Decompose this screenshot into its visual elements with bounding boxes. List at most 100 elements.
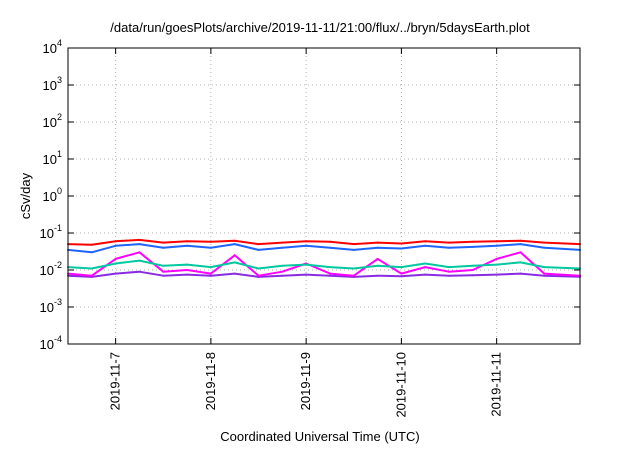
series-point xyxy=(495,263,498,266)
series-point xyxy=(400,266,403,269)
x-tick-label: 2019-11-11 xyxy=(489,352,504,417)
series-point xyxy=(138,270,141,273)
series-point xyxy=(138,238,141,241)
series-point xyxy=(114,272,117,275)
series-point xyxy=(448,246,450,249)
series-point xyxy=(376,241,379,244)
series-point xyxy=(162,270,165,273)
series-point xyxy=(90,274,93,277)
series-line-1 xyxy=(67,238,581,246)
series-point xyxy=(495,257,498,260)
series-point xyxy=(114,244,117,247)
y-tick-label: 10-2 xyxy=(40,260,62,278)
x-axis-label: Coordinated Universal Time (UTC) xyxy=(220,429,420,444)
series-point xyxy=(543,274,546,277)
series-point xyxy=(209,266,212,269)
series-point xyxy=(233,239,236,242)
series-point xyxy=(543,266,546,269)
series-point xyxy=(400,275,403,278)
series-point xyxy=(257,274,260,277)
series-point xyxy=(257,243,260,246)
series-point xyxy=(162,264,165,267)
series-point xyxy=(400,247,403,250)
series-point xyxy=(519,261,522,264)
series-point xyxy=(305,244,308,247)
series-point xyxy=(233,272,236,275)
series-point xyxy=(305,240,308,243)
series-point xyxy=(90,243,93,246)
series-line-2 xyxy=(67,243,581,254)
series-point xyxy=(329,240,331,243)
series-point xyxy=(209,240,212,243)
y-tick-label: 101 xyxy=(43,149,62,167)
x-tick-label: 2019-11-7 xyxy=(108,352,123,410)
series-point xyxy=(90,267,93,270)
series-point xyxy=(186,263,189,266)
y-tick-label: 10-1 xyxy=(40,223,62,241)
series-point xyxy=(448,241,450,244)
series-point xyxy=(162,246,165,249)
series-point xyxy=(233,261,236,264)
series-point xyxy=(400,242,403,245)
series-point xyxy=(448,274,450,277)
series-point xyxy=(209,274,212,277)
x-tick-label: 2019-11-10 xyxy=(393,352,408,418)
chart-title: /data/run/goesPlots/archive/2019-11-11/2… xyxy=(110,20,530,35)
series-line-5 xyxy=(67,270,581,278)
series-point xyxy=(519,272,522,275)
series-point xyxy=(329,266,331,269)
series-point xyxy=(329,272,331,275)
series-point xyxy=(90,251,93,254)
y-tick-label: 104 xyxy=(43,38,62,56)
series-point xyxy=(281,274,284,277)
series-point xyxy=(376,274,379,277)
series-point xyxy=(424,273,427,276)
series-point xyxy=(424,266,427,269)
series-point xyxy=(519,243,522,246)
series-point xyxy=(519,239,522,242)
series-point xyxy=(471,245,474,248)
series-point xyxy=(471,274,474,277)
series-point xyxy=(138,251,141,254)
series-point xyxy=(281,246,284,249)
series-point xyxy=(376,246,379,249)
series-point xyxy=(352,243,355,246)
series-point xyxy=(543,272,546,275)
series-point xyxy=(209,246,212,249)
series-point xyxy=(352,267,355,270)
series-point xyxy=(376,257,379,260)
series-point xyxy=(186,269,189,271)
series-point xyxy=(400,272,403,275)
series-point xyxy=(233,254,236,257)
y-tick-label: 100 xyxy=(43,186,62,204)
series-layer xyxy=(67,238,581,278)
series-point xyxy=(114,240,117,243)
series-point xyxy=(471,264,474,267)
series-point xyxy=(519,251,522,254)
series-line-3 xyxy=(67,259,581,270)
series-point xyxy=(138,259,141,262)
series-point xyxy=(495,240,498,243)
series-point xyxy=(114,257,117,260)
x-tick-label: 2019-11-8 xyxy=(203,352,218,410)
series-point xyxy=(495,244,498,247)
series-point xyxy=(281,264,284,267)
series-point xyxy=(257,248,260,251)
y-tick-layer: 10-4 10-3 10-2 10-1 100 101 102 103 104 xyxy=(40,38,580,352)
series-point xyxy=(448,270,450,273)
x-tick-layer: 2019-11-7 2019-11-8 2019-11-9 2019-11-10 201… xyxy=(108,48,504,418)
series-point xyxy=(424,240,427,243)
series-point xyxy=(257,267,260,270)
series-point xyxy=(471,269,474,271)
series-point xyxy=(281,270,284,273)
series-point xyxy=(186,273,189,276)
y-tick-label: 10-3 xyxy=(40,297,62,315)
grid-layer xyxy=(68,48,580,344)
series-point xyxy=(162,241,165,244)
series-point xyxy=(138,243,141,246)
series-point xyxy=(471,240,474,243)
series-point xyxy=(186,240,189,243)
series-point xyxy=(376,264,379,267)
